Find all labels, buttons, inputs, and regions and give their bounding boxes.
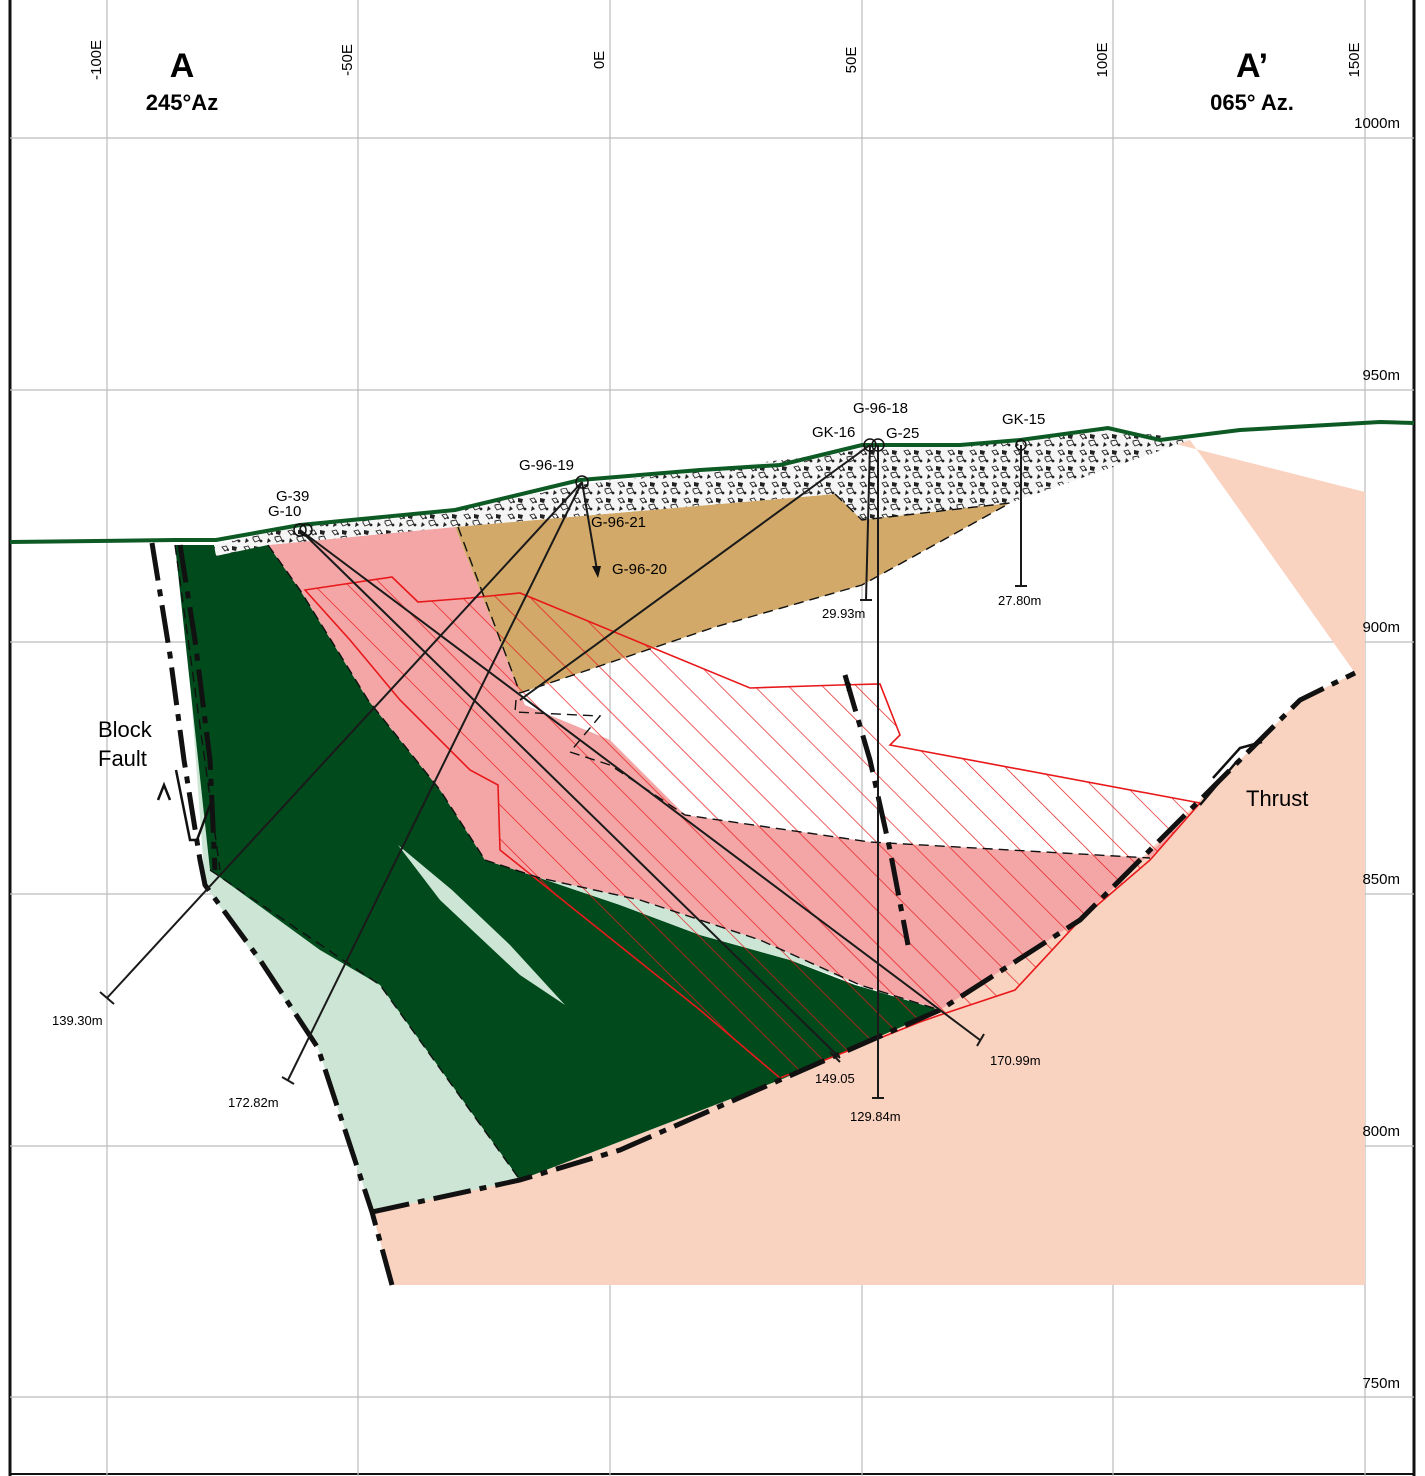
drillhole-arrow-head bbox=[592, 566, 601, 578]
block-fault bbox=[149, 542, 395, 1286]
section-start-azimuth: 245°Az bbox=[146, 90, 218, 115]
collar-marker bbox=[863, 438, 877, 452]
contact-line bbox=[457, 526, 521, 694]
structure-labels: Block Fault Thrust ? bbox=[98, 679, 1308, 811]
contact-line bbox=[834, 493, 1011, 521]
drillhole-end-tick bbox=[281, 1076, 295, 1085]
block-fault-motion bbox=[174, 769, 212, 842]
contact-line bbox=[484, 859, 941, 1011]
collar-marker bbox=[293, 523, 307, 537]
hole-id-g25: G-25 bbox=[886, 425, 919, 442]
easting-label: 0E bbox=[591, 51, 608, 69]
hole-depth-gk16: 29.93m bbox=[822, 606, 865, 621]
elevation-labels: 1000m 950m 900m 850m 800m 750m bbox=[1354, 115, 1400, 1392]
drillhole-trace-g10 bbox=[299, 529, 981, 1041]
contact-line bbox=[514, 699, 1151, 859]
drillhole-trace-gk16 bbox=[865, 444, 871, 601]
section-labels: A 245°Az A’ 065° Az. bbox=[146, 47, 1294, 115]
block-fault-secondary bbox=[177, 544, 218, 871]
drillhole-trace-g9618 bbox=[519, 444, 871, 701]
hole-depth-g9621: 149.05 bbox=[815, 1071, 855, 1086]
faults bbox=[149, 542, 1357, 1286]
frame bbox=[8, 0, 1416, 1476]
thrust-fault bbox=[371, 670, 1357, 1215]
ground-surface bbox=[9, 419, 1415, 544]
fault-query-mark: ? bbox=[844, 679, 851, 694]
drillhole-end-tick bbox=[829, 1051, 841, 1063]
hole-depth-g25: 129.84m bbox=[850, 1109, 901, 1124]
section-start-label: A bbox=[170, 47, 195, 85]
hole-id-gk15: GK-15 bbox=[1002, 411, 1045, 428]
hole-id-gk16: GK-16 bbox=[812, 424, 855, 441]
collar-marker bbox=[1015, 439, 1027, 451]
hole-id-g9618: G-96-18 bbox=[853, 400, 908, 417]
contacts bbox=[174, 493, 1151, 1181]
steep-fault bbox=[842, 674, 911, 946]
drillhole-trace-g9620 bbox=[581, 481, 598, 571]
hole-depth-g10: 170.99m bbox=[990, 1053, 1041, 1068]
drillhole-end-tick bbox=[976, 1033, 985, 1047]
drillhole-trace-g9619 bbox=[106, 481, 583, 999]
contact-line bbox=[267, 544, 486, 861]
elevation-label: 850m bbox=[1362, 871, 1400, 888]
contact-line bbox=[209, 869, 521, 1181]
block-fault-label-line1: Block bbox=[98, 717, 153, 742]
drillhole-end-tick bbox=[99, 991, 115, 1005]
light-green-lens bbox=[398, 845, 565, 1005]
drillholes bbox=[99, 438, 1027, 1099]
drillhole-trace-g9621 bbox=[287, 481, 583, 1081]
easting-label: 50E bbox=[843, 47, 860, 74]
hole-depth-gk15: 27.80m bbox=[998, 593, 1041, 608]
drillhole-trace-g39 bbox=[299, 529, 841, 1059]
thrust-motion-arrow bbox=[1212, 740, 1263, 779]
hole-id-g9620: G-96-20 bbox=[612, 561, 667, 578]
thrust-label: Thrust bbox=[1246, 786, 1308, 811]
section-end-label: A’ bbox=[1236, 47, 1268, 85]
hole-id-g9619: G-96-19 bbox=[519, 457, 574, 474]
easting-label: -50E bbox=[339, 44, 356, 76]
collar-marker bbox=[871, 438, 885, 452]
elevation-label: 950m bbox=[1362, 367, 1400, 384]
hole-depth-g39: 172.82m bbox=[228, 1095, 279, 1110]
hole-depth-g9619: 139.30m bbox=[52, 1013, 103, 1028]
overburden-rubble bbox=[214, 428, 1190, 556]
block-fault-label-line2: Fault bbox=[98, 746, 147, 771]
contact-line bbox=[519, 502, 1011, 694]
collar-marker bbox=[299, 523, 313, 537]
hole-id-g9621: G-96-21 bbox=[591, 514, 646, 531]
easting-label: -100E bbox=[88, 40, 105, 80]
drillhole-labels: G-39 G-10 G-96-19 G-96-21 G-96-20 GK-16 … bbox=[52, 400, 1045, 1124]
easting-labels: -100E -50E 0E 50E 100E 150E bbox=[88, 40, 1363, 80]
elevation-label: 750m bbox=[1362, 1375, 1400, 1392]
hole-id-g10: G-10 bbox=[268, 503, 301, 520]
elevation-label: 800m bbox=[1362, 1123, 1400, 1140]
easting-label: 150E bbox=[1346, 42, 1363, 77]
easting-label: 100E bbox=[1094, 42, 1111, 77]
section-end-azimuth: 065° Az. bbox=[1210, 90, 1294, 115]
peach-host-unit bbox=[372, 440, 1365, 1285]
elevation-label: 1000m bbox=[1354, 115, 1400, 132]
collar-marker bbox=[575, 475, 589, 489]
topography bbox=[9, 419, 1415, 544]
hole-id-g39: G-39 bbox=[276, 488, 309, 505]
elevation-label: 900m bbox=[1362, 619, 1400, 636]
block-fault-arrow bbox=[156, 781, 172, 801]
